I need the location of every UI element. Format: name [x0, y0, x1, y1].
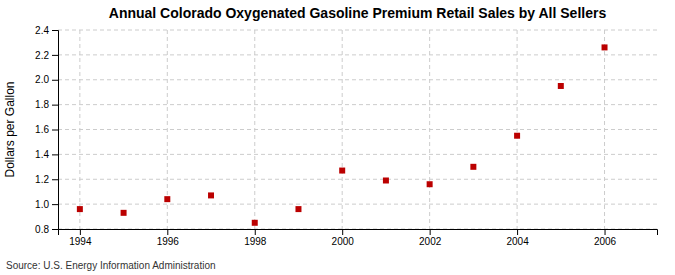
- grid-line: [58, 30, 657, 31]
- axis-line: [59, 230, 658, 236]
- tick-mark: [52, 30, 58, 31]
- axis-line: [52, 31, 59, 230]
- tick-mark: [52, 179, 58, 180]
- tick-mark: [605, 229, 606, 235]
- tick-mark: [52, 80, 58, 81]
- tick-label: 1.8: [35, 99, 49, 110]
- tick: 2.2: [35, 50, 58, 61]
- tick: 2.0: [35, 74, 58, 85]
- point: [121, 210, 127, 216]
- tick: 0.8: [35, 224, 58, 235]
- plot-area: 1994 1996 1998 2000 2002 2004 2006 0.8 1.0 1.2 1.4…: [35, 25, 657, 247]
- tick-mark: [517, 229, 518, 235]
- tick-label: 1.2: [35, 174, 49, 185]
- tick: 1.0: [35, 199, 58, 210]
- tick-label: 2.4: [35, 25, 49, 36]
- title: Annual Colorado Oxygenated Gasoline Prem…: [109, 5, 607, 21]
- grid-line: [58, 154, 657, 155]
- grid-line: [517, 30, 518, 229]
- point: [470, 164, 476, 170]
- tick-mark: [342, 229, 343, 235]
- point: [514, 133, 520, 139]
- grid-line: [58, 129, 657, 130]
- tick-label: 1.4: [35, 149, 49, 160]
- grid: [58, 30, 657, 229]
- grid-line: [342, 30, 343, 229]
- tick-mark: [430, 229, 431, 235]
- tick: 1994: [69, 229, 92, 247]
- tick-label: 0.8: [35, 224, 49, 235]
- grid-line: [79, 30, 80, 229]
- grid-line: [254, 30, 255, 229]
- tick-label: 1.6: [35, 124, 49, 135]
- tick: 1.4: [35, 149, 58, 160]
- point: [164, 196, 170, 202]
- tick-mark: [52, 154, 58, 155]
- tick-label: 1996: [157, 236, 180, 247]
- grid-line: [58, 179, 657, 180]
- tick: 2006: [594, 229, 617, 247]
- tick-mark: [52, 105, 58, 106]
- tick-mark: [255, 229, 256, 235]
- chart: 1994 1996 1998 2000 2002 2004 2006 0.8 1.0 1.2 1.4…: [0, 0, 675, 275]
- tick: 2.4: [35, 25, 58, 36]
- point: [77, 206, 83, 212]
- point: [427, 181, 433, 187]
- y-axis-label: Dollars per Gallon: [3, 81, 17, 177]
- tick-mark: [167, 229, 168, 235]
- x-axis: 1994 1996 1998 2000 2002 2004 2006: [59, 229, 658, 247]
- tick-label: 2004: [506, 236, 529, 247]
- tick-label: 1998: [244, 236, 267, 247]
- tick-mark: [52, 55, 58, 56]
- point: [252, 220, 258, 226]
- tick: 2002: [419, 229, 442, 247]
- point: [602, 44, 608, 50]
- point: [295, 206, 301, 212]
- tick: 1996: [157, 229, 180, 247]
- tick: 1.2: [35, 174, 58, 185]
- tick-label: 2000: [332, 236, 355, 247]
- annotation: Source: U.S. Energy Information Administ…: [6, 260, 216, 271]
- tick: 1.6: [35, 124, 58, 135]
- tick-mark: [52, 229, 58, 230]
- point: [383, 177, 389, 183]
- points: [77, 44, 608, 225]
- grid-line: [604, 30, 605, 229]
- point: [558, 83, 564, 89]
- point: [339, 168, 345, 174]
- grid-line: [58, 54, 657, 55]
- tick: 2000: [332, 229, 355, 247]
- grid-line: [58, 104, 657, 105]
- grid-line: [58, 204, 657, 205]
- tick-mark: [80, 229, 81, 235]
- tick-label: 1.0: [35, 199, 49, 210]
- tick-mark: [52, 130, 58, 131]
- y-axis: 0.8 1.0 1.2 1.4 1.6 1.8 2.0 2.2 2.4: [35, 25, 58, 235]
- grid-line: [58, 79, 657, 80]
- tick-label: 1994: [69, 236, 92, 247]
- tick: 1.8: [35, 99, 58, 110]
- tick-label: 2.2: [35, 50, 49, 61]
- tick-mark: [52, 204, 58, 205]
- grid-line: [429, 30, 430, 229]
- chart-container: 1994 1996 1998 2000 2002 2004 2006 0.8 1.0 1.2 1.4…: [0, 0, 675, 275]
- point: [208, 192, 214, 198]
- tick-label: 2.0: [35, 74, 49, 85]
- tick: 1998: [244, 229, 267, 247]
- tick: 2004: [506, 229, 529, 247]
- tick-label: 2006: [594, 236, 617, 247]
- tick-label: 2002: [419, 236, 442, 247]
